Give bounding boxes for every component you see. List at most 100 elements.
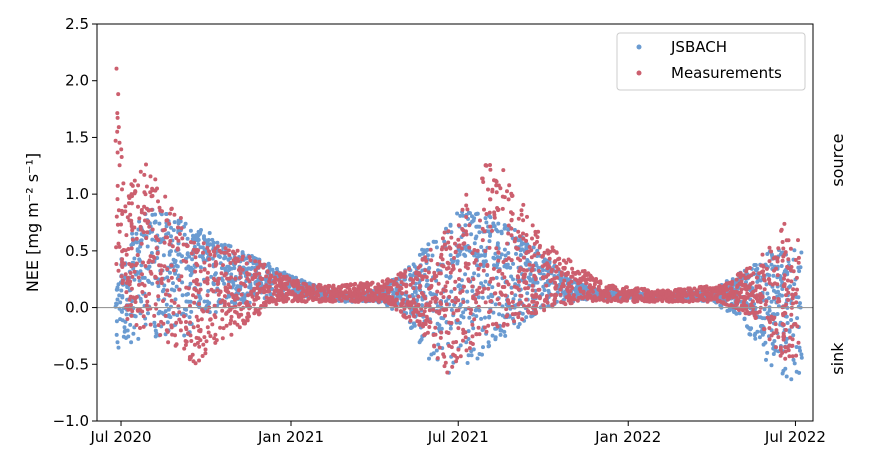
- data-point: [196, 336, 201, 341]
- data-point: [596, 280, 601, 285]
- data-point: [486, 295, 491, 300]
- data-point: [431, 307, 436, 312]
- data-point: [798, 265, 803, 270]
- data-point: [535, 301, 540, 305]
- data-point: [775, 259, 780, 264]
- data-point: [141, 314, 146, 319]
- data-point: [119, 222, 123, 227]
- data-point: [790, 354, 795, 359]
- data-point: [118, 317, 123, 322]
- data-point: [163, 194, 168, 199]
- data-point: [133, 314, 138, 319]
- data-point: [394, 304, 399, 309]
- data-point: [189, 339, 194, 343]
- data-point: [229, 272, 234, 277]
- data-point: [139, 208, 144, 212]
- data-point: [235, 257, 240, 262]
- data-point: [509, 210, 513, 215]
- data-point: [771, 256, 776, 261]
- data-point: [187, 355, 192, 359]
- data-point: [480, 290, 485, 295]
- data-point: [542, 250, 547, 255]
- data-point: [391, 282, 396, 287]
- data-point: [267, 289, 271, 294]
- data-point: [496, 269, 501, 274]
- data-point: [228, 285, 233, 290]
- data-point: [426, 270, 431, 275]
- data-point: [757, 335, 762, 340]
- data-point: [281, 299, 286, 304]
- data-point: [516, 325, 521, 329]
- data-point: [130, 237, 135, 242]
- data-point: [196, 237, 201, 242]
- data-point: [213, 260, 218, 264]
- data-point: [782, 273, 787, 278]
- data-point: [267, 279, 272, 284]
- data-point: [481, 345, 485, 350]
- data-point: [612, 296, 617, 301]
- data-point: [540, 254, 545, 259]
- data-point: [597, 287, 602, 292]
- data-point: [524, 297, 529, 302]
- data-point: [422, 294, 427, 299]
- data-point: [791, 301, 795, 306]
- data-point: [569, 301, 574, 306]
- data-point: [220, 317, 225, 322]
- data-point: [249, 267, 253, 271]
- data-point: [352, 286, 357, 291]
- data-point: [189, 251, 194, 256]
- data-point: [782, 310, 787, 315]
- data-point: [158, 333, 163, 337]
- data-point: [442, 354, 447, 359]
- data-point: [207, 263, 212, 268]
- data-point: [150, 237, 155, 242]
- data-point: [443, 360, 448, 365]
- data-point: [480, 238, 485, 243]
- data-point: [161, 321, 166, 326]
- data-point: [490, 228, 494, 233]
- data-point: [494, 321, 499, 326]
- data-point: [411, 297, 416, 302]
- data-point: [152, 320, 157, 325]
- data-point: [784, 328, 788, 332]
- data-point: [132, 277, 137, 282]
- data-point: [771, 273, 776, 278]
- data-point: [129, 286, 134, 291]
- data-point: [481, 180, 486, 184]
- data-point: [147, 291, 152, 296]
- data-point: [785, 278, 790, 283]
- data-point: [767, 318, 772, 323]
- data-point: [420, 268, 425, 273]
- data-point: [793, 322, 798, 326]
- data-point: [321, 298, 325, 302]
- data-point: [428, 320, 433, 325]
- data-point: [602, 298, 607, 303]
- data-point: [125, 303, 130, 308]
- data-point: [294, 296, 299, 301]
- data-point: [461, 300, 466, 304]
- data-point: [450, 364, 455, 369]
- data-point: [205, 245, 210, 250]
- data-point: [183, 221, 188, 226]
- data-point: [454, 359, 459, 364]
- data-point: [509, 217, 514, 222]
- data-point: [784, 287, 789, 292]
- data-point: [798, 348, 802, 353]
- data-point: [203, 347, 208, 352]
- data-point: [143, 218, 147, 223]
- data-point: [676, 299, 680, 304]
- data-point: [781, 246, 786, 251]
- data-point: [556, 257, 561, 262]
- data-point: [780, 322, 785, 326]
- data-point: [262, 290, 267, 294]
- data-point: [183, 339, 188, 343]
- data-point: [192, 300, 197, 305]
- data-point: [183, 325, 188, 330]
- data-point: [261, 301, 266, 305]
- data-point: [450, 299, 455, 303]
- data-point: [212, 282, 216, 287]
- data-point: [239, 292, 244, 297]
- data-point: [742, 316, 747, 321]
- data-point: [130, 274, 135, 279]
- data-point: [763, 302, 768, 307]
